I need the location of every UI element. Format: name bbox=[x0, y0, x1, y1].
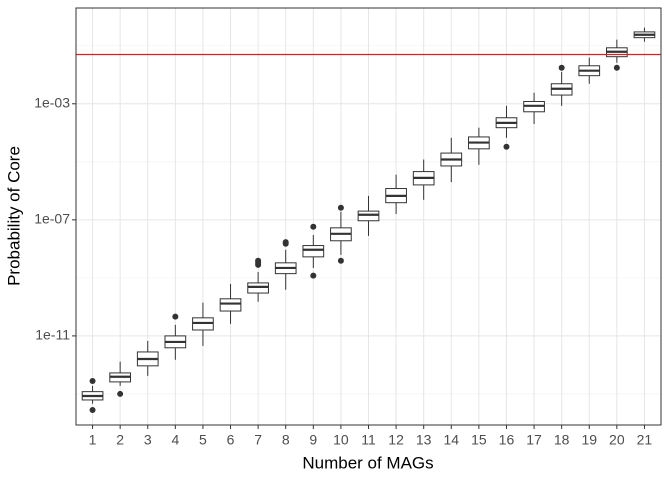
x-tick-label: 21 bbox=[637, 432, 653, 448]
x-tick-label: 8 bbox=[282, 432, 290, 448]
box bbox=[219, 298, 242, 312]
outlier bbox=[282, 240, 289, 247]
x-tick-label: 4 bbox=[171, 432, 179, 448]
outlier bbox=[255, 261, 262, 268]
x-tick-label: 13 bbox=[416, 432, 432, 448]
y-tick-label: 1e-11 bbox=[35, 327, 70, 343]
outlier bbox=[337, 204, 344, 211]
x-tick-label: 1 bbox=[89, 432, 97, 448]
outlier bbox=[310, 272, 317, 279]
x-tick-label: 14 bbox=[443, 432, 459, 448]
x-tick-label: 9 bbox=[309, 432, 317, 448]
outlier bbox=[310, 223, 317, 230]
x-tick-label: 11 bbox=[361, 432, 376, 448]
y-axis-label: Probability of Core bbox=[4, 146, 23, 286]
panel-border bbox=[75, 7, 662, 426]
x-tick-label: 16 bbox=[499, 432, 515, 448]
outlier bbox=[89, 406, 96, 413]
outlier bbox=[558, 64, 565, 71]
outlier bbox=[172, 313, 179, 320]
x-axis-label: Number of MAGs bbox=[302, 453, 433, 472]
outlier bbox=[337, 257, 344, 264]
x-tick-label: 5 bbox=[199, 432, 207, 448]
x-tick-label: 15 bbox=[471, 432, 487, 448]
x-tick-label: 10 bbox=[333, 432, 349, 448]
x-tick-label: 3 bbox=[144, 432, 152, 448]
x-tick-label: 12 bbox=[388, 432, 404, 448]
y-tick-label: 1e-07 bbox=[34, 211, 70, 227]
outlier bbox=[89, 377, 96, 384]
x-tick-label: 6 bbox=[227, 432, 235, 448]
x-tick-label: 18 bbox=[554, 432, 570, 448]
x-tick-label: 17 bbox=[526, 432, 542, 448]
x-tick-label: 2 bbox=[116, 432, 124, 448]
box bbox=[302, 245, 325, 258]
x-tick-label: 19 bbox=[581, 432, 597, 448]
y-tick-label: 1e-03 bbox=[34, 94, 70, 110]
x-tick-label: 7 bbox=[254, 432, 262, 448]
x-tick-label: 20 bbox=[609, 432, 625, 448]
outlier bbox=[613, 64, 620, 71]
outlier bbox=[117, 390, 124, 397]
outlier bbox=[503, 143, 510, 150]
box bbox=[247, 282, 269, 294]
box bbox=[357, 210, 380, 222]
